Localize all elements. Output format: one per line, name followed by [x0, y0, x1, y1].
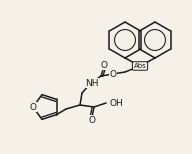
Text: O: O [30, 103, 36, 111]
Text: OH: OH [109, 99, 123, 107]
Text: O: O [89, 116, 95, 124]
Text: Abs: Abs [134, 63, 146, 69]
Text: O: O [109, 69, 117, 79]
Text: O: O [100, 61, 108, 69]
Text: NH: NH [85, 79, 99, 87]
